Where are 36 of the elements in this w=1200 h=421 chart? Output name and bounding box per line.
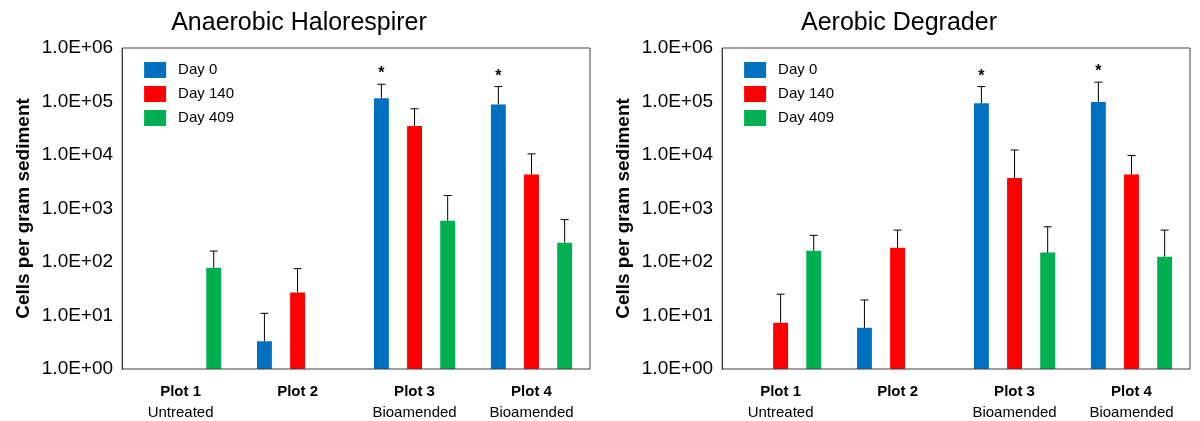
x-tick-label: Plot 1 Untreated: [747, 382, 814, 420]
y-tick-label: 1.0E+04: [41, 143, 114, 165]
y-tick-label: 1.0E+03: [41, 196, 114, 218]
x-tick-label: Plot 4 Bioamended: [1089, 382, 1174, 420]
y-tick-label: 1.0E+05: [641, 89, 714, 111]
y-tick-label: 1.0E+06: [41, 36, 114, 58]
annotation: *: [978, 66, 986, 84]
x-tick-label: Plot 2: [877, 382, 918, 399]
x-tick-label: Plot 3 Bioamended: [972, 382, 1057, 420]
chart-title: Anaerobic Halorespirer: [171, 6, 427, 35]
y-tick-label: 1.0E+05: [41, 89, 114, 111]
legend-label: Day 140: [178, 84, 234, 102]
legend-label: Day 0: [178, 60, 218, 78]
y-tick-label: 1.0E+00: [641, 357, 714, 379]
x-tick-label: Plot 1 Untreated: [147, 382, 214, 420]
legend-label: Day 0: [778, 60, 818, 78]
y-tick-label: 1.0E+00: [41, 357, 114, 379]
y-axis-title: Cells per gram sediment: [611, 97, 633, 319]
annotation: *: [378, 64, 386, 82]
legend-label: Day 409: [178, 108, 234, 126]
y-tick-label: 1.0E+06: [641, 36, 714, 58]
y-tick-label: 1.0E+01: [41, 303, 114, 325]
y-tick-label: 1.0E+02: [641, 250, 714, 272]
annotation: *: [1095, 62, 1103, 80]
legend-label: Day 140: [778, 84, 834, 102]
x-tick-label: Plot 4 Bioamended: [489, 382, 574, 420]
chart-title: Aerobic Degrader: [801, 6, 997, 35]
annotation: *: [495, 66, 503, 84]
x-tick-label: Plot 2: [277, 382, 318, 399]
y-tick-label: 1.0E+02: [41, 250, 114, 272]
y-tick-label: 1.0E+03: [641, 196, 714, 218]
y-tick-label: 1.0E+04: [641, 143, 714, 165]
y-axis-title: Cells per gram sediment: [11, 97, 33, 319]
x-tick-label: Plot 3 Bioamended: [372, 382, 457, 420]
legend-label: Day 409: [778, 108, 834, 126]
y-tick-label: 1.0E+01: [641, 303, 714, 325]
